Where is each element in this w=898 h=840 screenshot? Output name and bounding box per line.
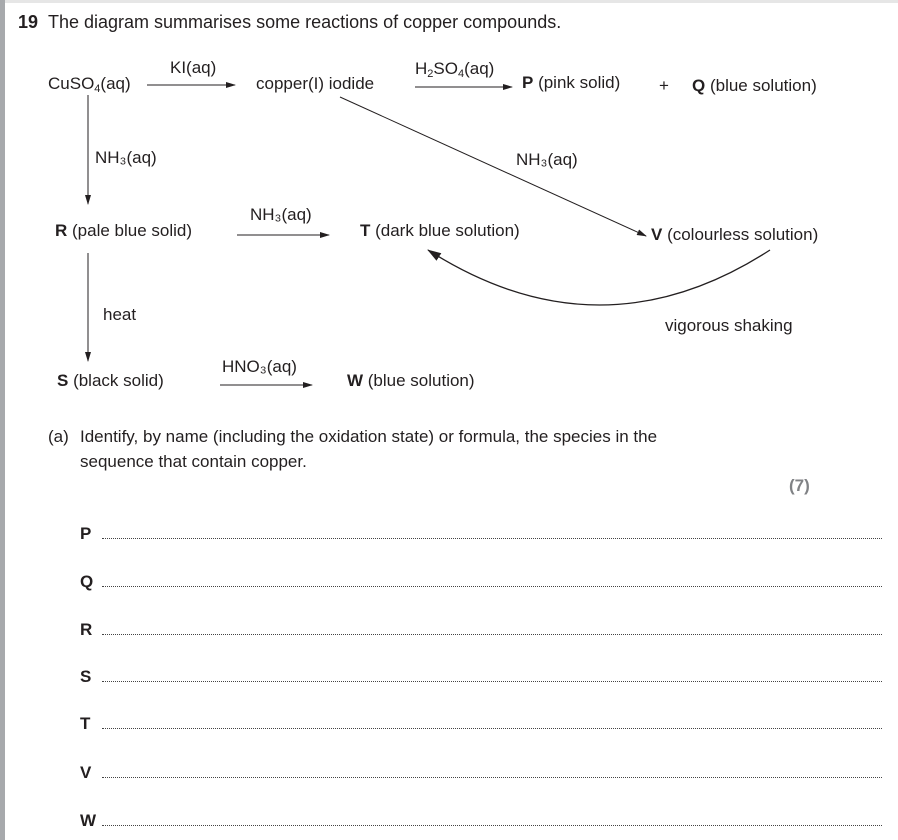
answer-label: R — [80, 620, 93, 639]
answer-label: W — [80, 811, 97, 830]
condition-heat: heat — [103, 305, 137, 324]
answer-label: T — [80, 714, 91, 733]
species-w: W (blue solution) — [347, 371, 475, 390]
dotted-line[interactable] — [102, 777, 882, 778]
dotted-line[interactable] — [102, 728, 882, 729]
reagent-nh3-diagonal: NH₃(aq) — [516, 150, 578, 169]
dotted-line[interactable] — [102, 681, 882, 682]
reagent-hno3: HNO₃(aq) — [222, 357, 297, 376]
question-number: 19 — [18, 12, 39, 32]
reagent-nh3-r-to-t: NH₃(aq) — [250, 205, 312, 224]
answer-line-w[interactable]: W — [80, 811, 882, 831]
page-top-border — [0, 0, 898, 3]
dotted-line[interactable] — [102, 825, 882, 826]
species-q: Q (blue solution) — [692, 76, 817, 95]
reagent-nh3-down: NH₃(aq) — [95, 148, 157, 167]
answer-line-v[interactable]: V — [80, 763, 882, 783]
question-stem: The diagram summarises some reactions of… — [48, 12, 562, 32]
reaction-diagram — [85, 82, 771, 388]
species-p: P (pink solid) — [522, 73, 621, 92]
answer-line-t[interactable]: T — [80, 714, 882, 734]
dotted-line[interactable] — [102, 586, 882, 587]
page-left-margin-bar — [0, 0, 5, 840]
reagent-h2so4: H2SO4(aq) — [415, 59, 495, 80]
plus-sign: + — [659, 76, 669, 95]
species-cuso4: CuSO4(aq) — [48, 74, 131, 95]
answer-label: S — [80, 667, 92, 686]
answer-line-s[interactable]: S — [80, 667, 882, 687]
condition-vigorous-shaking: vigorous shaking — [665, 316, 793, 335]
answer-line-q[interactable]: Q — [80, 572, 882, 592]
dotted-line[interactable] — [102, 634, 882, 635]
arrow-cui-to-v — [339, 96, 647, 237]
species-v: V (colourless solution) — [651, 225, 819, 244]
answer-line-p[interactable]: P — [80, 524, 882, 544]
answer-label: Q — [80, 572, 94, 591]
species-r: R (pale blue solid) — [55, 221, 193, 240]
part-a-line2: sequence that contain copper. — [80, 452, 307, 471]
marks-indicator: (7) — [789, 476, 810, 495]
answer-label: V — [80, 763, 92, 782]
part-a-line1: Identify, by name (including the oxidati… — [80, 427, 658, 446]
arrow-v-to-t-curved — [427, 249, 771, 306]
dotted-line[interactable] — [102, 538, 882, 539]
answer-label: P — [80, 524, 92, 543]
reagent-ki: KI(aq) — [170, 58, 217, 77]
species-s: S (black solid) — [57, 371, 164, 390]
species-t: T (dark blue solution) — [360, 221, 520, 240]
species-copper-i-iodide: copper(I) iodide — [256, 74, 375, 93]
answer-line-r[interactable]: R — [80, 620, 882, 640]
part-a-label: (a) — [48, 427, 69, 446]
